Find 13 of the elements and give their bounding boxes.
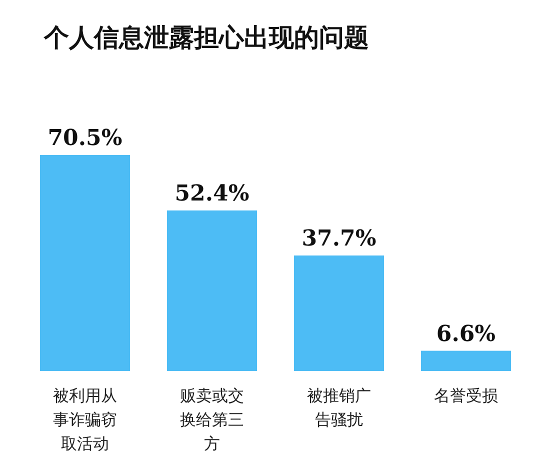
x-tick-label: 名誉受损: [433, 385, 499, 407]
bar: [421, 350, 511, 371]
data-label: 37.7%: [302, 225, 376, 252]
bar: [40, 155, 130, 371]
x-tick-label: 被推销广告骚扰: [306, 385, 372, 431]
data-label: 70.5%: [48, 125, 122, 151]
chart-title: 个人信息泄露担心出现的问题: [43, 23, 369, 52]
bar: [294, 255, 384, 371]
data-label: 6.6%: [436, 320, 496, 347]
x-tick-label: 贩卖或交换给第三方: [179, 385, 245, 455]
bar: [167, 210, 257, 371]
data-label: 52.4%: [174, 180, 250, 206]
x-tick-label: 被利用从事诈骗窃取活动: [52, 385, 118, 455]
